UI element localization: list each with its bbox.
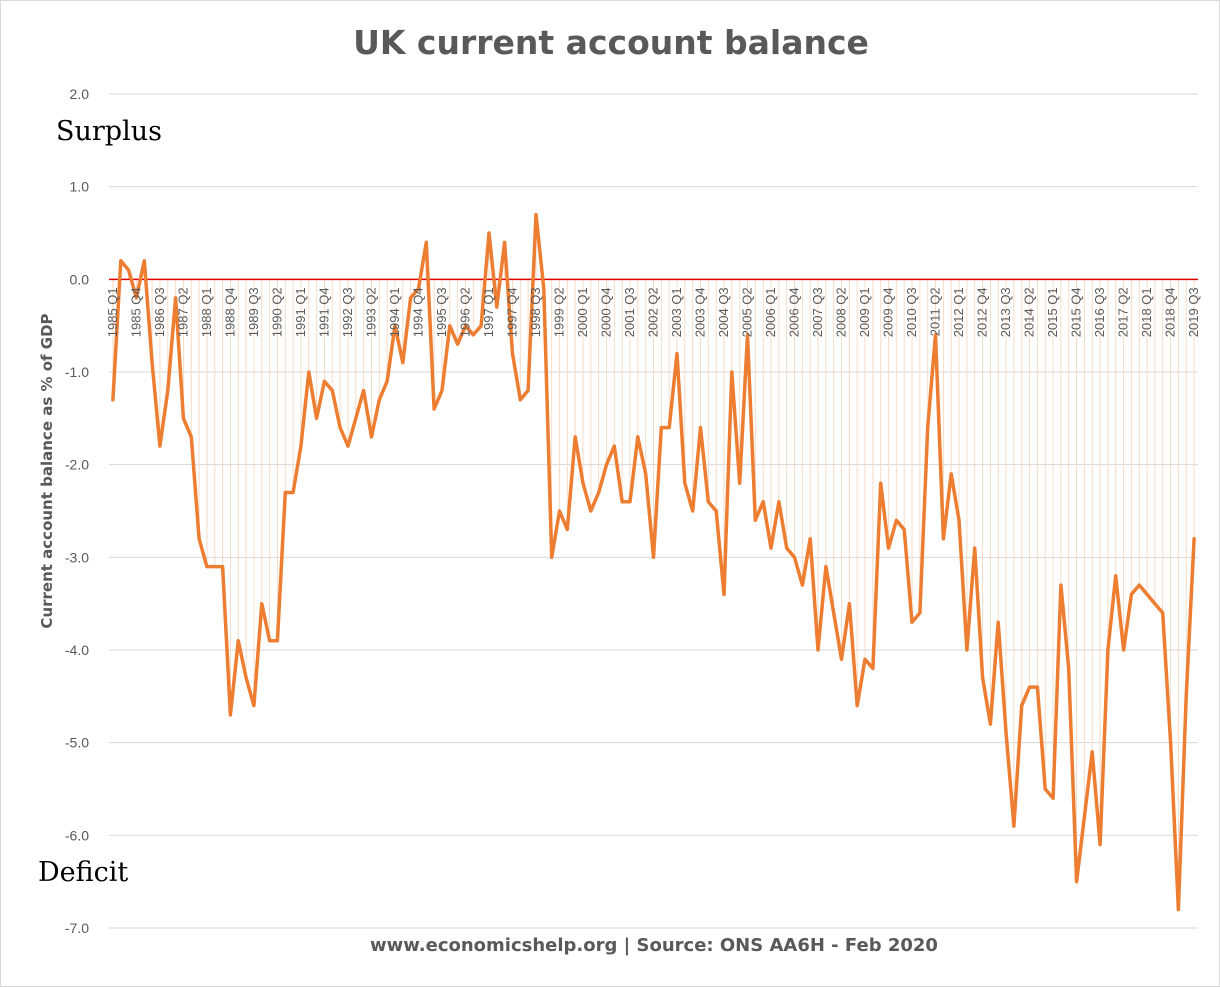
x-tick-label: 2012 Q4	[975, 287, 990, 337]
x-tick-label: 1992 Q3	[340, 287, 355, 337]
x-tick-label: 2013 Q3	[998, 287, 1013, 337]
x-tick-label: 1991 Q1	[293, 287, 308, 337]
y-tick-label: 0.0	[70, 271, 90, 287]
x-tick-label: 2008 Q2	[834, 287, 849, 337]
x-tick-label: 2005 Q2	[740, 287, 755, 337]
y-tick-label: 1.0	[70, 179, 90, 195]
y-tick-label: -3.0	[65, 549, 89, 565]
x-tick-label: 2015 Q4	[1069, 287, 1084, 337]
y-tick-label: 2.0	[70, 86, 90, 102]
y-tick-label: -7.0	[65, 920, 89, 936]
x-tick-label: 1986 Q3	[152, 287, 167, 337]
x-tick-label: 1994 Q4	[410, 287, 425, 337]
x-tick-label: 1988 Q1	[199, 287, 214, 337]
x-tick-label: 1985 Q4	[128, 287, 143, 337]
x-gridlines	[112, 214, 1195, 910]
x-tick-label: 2012 Q1	[951, 287, 966, 337]
x-tick-label: 1994 Q1	[387, 287, 402, 337]
y-tick-label: -2.0	[65, 457, 89, 473]
x-tick-label: 1999 Q2	[551, 287, 566, 337]
x-tick-label: 1996 Q2	[457, 287, 472, 337]
surplus-annotation: Surplus	[56, 116, 162, 147]
x-tick-label: 1989 Q3	[246, 287, 261, 337]
x-tick-label: 2001 Q3	[622, 287, 637, 337]
x-tick-label: 2018 Q1	[1139, 287, 1154, 337]
x-tick-label: 2006 Q1	[763, 287, 778, 337]
x-tick-label: 2009 Q1	[857, 287, 872, 337]
series-line	[111, 212, 1196, 912]
chart-title: UK current account balance	[353, 23, 869, 62]
y-axis-label: Current account balance as % of GDP	[38, 313, 56, 629]
x-tick-label: 2011 Q2	[928, 287, 943, 336]
series-layer	[111, 212, 1196, 912]
x-tick-label: 2003 Q4	[693, 287, 708, 337]
x-tick-label: 1993 Q2	[363, 287, 378, 337]
x-tick-label: 2015 Q1	[1045, 287, 1060, 337]
y-tick-label: -5.0	[65, 735, 89, 751]
x-tick-label: 2019 Q3	[1186, 287, 1201, 337]
x-tick-label: 1990 Q2	[269, 287, 284, 337]
x-tick-label: 2009 Q4	[881, 287, 896, 337]
y-tick-labels: 2.0 1.0 0.0 -1.0 -2.0 -3.0 -4.0 -5.0 -6.0 -7.0	[65, 86, 89, 936]
x-tick-label: 2018 Q4	[1163, 287, 1178, 337]
x-tick-label: 2002 Q2	[646, 287, 661, 337]
x-tick-label: 2003 Q1	[669, 287, 684, 337]
x-tick-label: 1995 Q3	[434, 287, 449, 337]
x-tick-label: 2000 Q4	[598, 287, 613, 337]
x-tick-label: 1987 Q2	[175, 287, 190, 337]
x-tick-label: 1991 Q4	[316, 287, 331, 337]
x-tick-label: 2000 Q1	[575, 287, 590, 337]
source-footer: www.economicshelp.org | Source: ONS AA6H…	[370, 935, 938, 956]
x-tick-label: 2017 Q2	[1116, 287, 1131, 337]
x-tick-label: 1997 Q4	[504, 287, 519, 337]
x-tick-label: 1988 Q4	[222, 287, 237, 337]
x-tick-label: 1997 Q1	[481, 287, 496, 337]
x-tick-label: 2016 Q3	[1092, 287, 1107, 337]
x-tick-label: 1985 Q1	[105, 287, 120, 337]
x-tick-label: 2010 Q3	[904, 287, 919, 337]
x-tick-label: 2006 Q4	[787, 287, 802, 337]
y-tick-label: -1.0	[65, 364, 89, 380]
x-tick-label: 2004 Q3	[716, 287, 731, 337]
x-tick-label: 2007 Q3	[810, 287, 825, 337]
x-tick-labels: 1985 Q1 1985 Q4 1986 Q3 1987 Q2 1988 Q1 1988 …	[105, 287, 1201, 337]
deficit-annotation: Deficit	[38, 857, 129, 888]
x-tick-label: 2014 Q2	[1022, 287, 1037, 337]
x-tick-label: 1998 Q3	[528, 287, 543, 337]
y-tick-label: -4.0	[65, 642, 89, 658]
y-tick-label: -6.0	[65, 827, 89, 843]
